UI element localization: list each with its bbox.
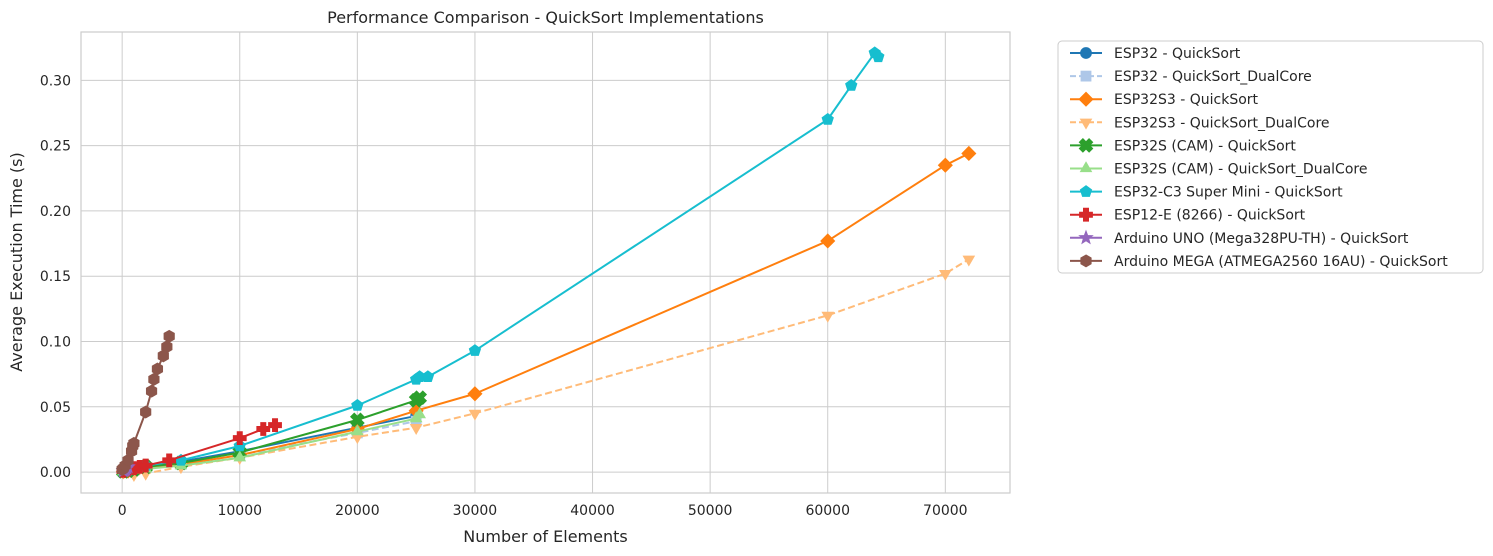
legend-entry: Arduino UNO (Mega328PU-TH) - QuickSort: [1070, 229, 1409, 247]
legend-marker: [1079, 161, 1093, 173]
chart-title: Performance Comparison - QuickSort Imple…: [327, 8, 764, 27]
series-layer: [115, 46, 977, 483]
y-tick-label: 0.30: [40, 73, 71, 89]
x-axis-label: Number of Elements: [463, 527, 627, 546]
y-tick-label: 0.10: [40, 335, 71, 351]
data-point: [151, 362, 164, 376]
y-tick-label: 0.25: [40, 139, 71, 155]
tick-labels: 0 10000 20000 30000 40000 50000 60000 70000 0.00…: [40, 73, 968, 519]
legend-label: Arduino MEGA (ATMEGA2560 16AU) - QuickSo…: [1114, 254, 1448, 270]
data-point: [845, 79, 858, 91]
legend-marker: [1078, 229, 1094, 245]
data-point: [163, 329, 175, 343]
data-point: [122, 453, 134, 467]
data-point: [351, 399, 364, 411]
legend-box: [1057, 40, 1484, 274]
x-tick-label: 20000: [335, 503, 380, 519]
data-point: [409, 424, 423, 436]
data-point: [468, 344, 482, 356]
y-tick-label: 0.20: [40, 204, 71, 220]
x-tick-label: 0: [118, 503, 127, 519]
data-point: [962, 255, 976, 267]
data-point: [961, 145, 977, 162]
legend-marker: [1078, 138, 1094, 153]
legend-marker: [1079, 185, 1093, 197]
legend: ESP32 - QuickSort ESP32 - QuickSort_DualC…: [1057, 40, 1484, 274]
legend-entry: ESP12-E (8266) - QuickSort: [1070, 208, 1306, 224]
data-point: [145, 384, 158, 398]
legend-label: ESP32S (CAM) - QuickSort: [1114, 138, 1296, 154]
data-point: [820, 233, 836, 249]
x-tick-label: 10000: [217, 503, 262, 519]
legend-entry: ESP32 - QuickSort: [1070, 46, 1241, 62]
data-point: [161, 340, 173, 354]
legend-entry: Arduino MEGA (ATMEGA2560 16AU) - QuickSo…: [1070, 254, 1448, 270]
data-point: [256, 422, 271, 436]
y-tick-label: 0.05: [40, 400, 71, 416]
plot-area: [81, 32, 1010, 493]
legend-entry: ESP32 - QuickSort_DualCore: [1070, 69, 1312, 85]
data-point: [233, 450, 247, 462]
data-point: [148, 372, 160, 386]
x-tick-label: 50000: [688, 503, 733, 519]
legend-label: ESP32S3 - QuickSort: [1114, 92, 1259, 108]
x-tick-label: 70000: [923, 503, 968, 519]
data-point: [138, 458, 153, 473]
legend-marker: [1080, 47, 1092, 59]
legend-entry: ESP32S3 - QuickSort_DualCore: [1070, 115, 1330, 131]
plot-frame: [80, 31, 1011, 494]
grid: [81, 32, 1010, 493]
x-tick-label: 60000: [805, 503, 850, 519]
data-point: [872, 50, 885, 63]
legend-marker: [1080, 254, 1092, 268]
legend-label: Arduino UNO (Mega328PU-TH) - QuickSort: [1114, 231, 1409, 247]
legend-entry: ESP32S (CAM) - QuickSort_DualCore: [1070, 161, 1367, 178]
x-tick-label: 40000: [570, 503, 615, 519]
legend-label: ESP32S3 - QuickSort_DualCore: [1114, 115, 1330, 131]
legend-entry: ESP32S (CAM) - QuickSort: [1070, 138, 1296, 154]
data-point: [821, 113, 834, 125]
data-point: [351, 424, 364, 436]
legend-marker: [1079, 207, 1093, 222]
data-point: [938, 269, 952, 281]
series-9: [116, 329, 175, 476]
legend-marker: [1078, 91, 1094, 107]
data-point: [468, 409, 482, 421]
data-point: [937, 157, 953, 173]
data-point: [349, 412, 365, 428]
legend-label: ESP12-E (8266) - QuickSort: [1114, 208, 1306, 224]
legend-label: ESP32S (CAM) - QuickSort_DualCore: [1114, 162, 1367, 178]
legend-entry: ESP32-C3 Super Mini - QuickSort: [1070, 185, 1343, 201]
data-point: [140, 405, 152, 419]
legend-marker: [1079, 118, 1093, 130]
y-axis-label: Average Execution Time (s): [7, 152, 26, 371]
x-tick-label: 30000: [453, 503, 498, 519]
data-point: [268, 418, 282, 432]
data-point: [232, 431, 247, 446]
data-point: [467, 386, 483, 402]
legend-marker: [1080, 70, 1092, 82]
legend-entry: ESP32S3 - QuickSort: [1070, 91, 1259, 108]
data-point: [162, 453, 177, 468]
data-point: [157, 349, 169, 363]
data-point: [412, 390, 428, 406]
data-point: [821, 311, 835, 323]
y-tick-label: 0.15: [40, 269, 71, 285]
data-point: [413, 407, 426, 419]
data-point: [421, 370, 435, 383]
legend-label: ESP32-C3 Super Mini - QuickSort: [1114, 185, 1343, 201]
data-point: [128, 436, 140, 450]
legend-label: ESP32 - QuickSort: [1114, 46, 1241, 62]
y-tick-label: 0.00: [40, 465, 71, 481]
legend-label: ESP32 - QuickSort_DualCore: [1114, 69, 1312, 85]
